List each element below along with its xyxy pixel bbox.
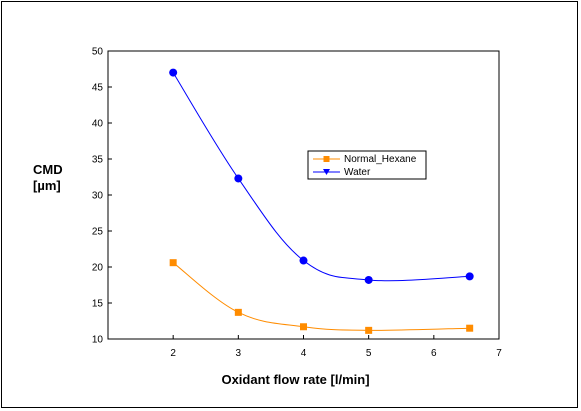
- legend-marker-water: [323, 169, 330, 175]
- x-tick-label: 6: [431, 348, 437, 359]
- series-line-water: [172, 72, 470, 282]
- plot-area: [107, 50, 500, 340]
- y-tick-label: 20: [92, 263, 104, 274]
- legend-label-water: Water: [344, 167, 371, 178]
- series-markers: [169, 68, 474, 334]
- x-tick-label: 3: [236, 348, 242, 359]
- data-point-square: [234, 308, 242, 316]
- y-tick-label: 30: [92, 191, 104, 202]
- data-point-square: [300, 323, 307, 331]
- y-tick-label: 10: [92, 335, 104, 346]
- x-axis-title: Oxidant flow rate [l/min]: [221, 372, 369, 387]
- data-point-circle: [169, 68, 178, 77]
- y-tick-label: 50: [92, 47, 104, 58]
- data-point-circle: [234, 174, 243, 183]
- data-point-circle: [465, 272, 474, 281]
- data-point-circle: [364, 275, 373, 284]
- legend-box: [307, 150, 427, 180]
- y-tick-label: 40: [92, 119, 104, 130]
- y-tick-label: 25: [92, 227, 104, 238]
- data-point-circle: [299, 256, 308, 265]
- series-line-normal-hexane: [172, 262, 470, 331]
- y-axis-title-line-2: [µm]: [33, 178, 61, 193]
- y-axis-title-line-1: CMD: [33, 162, 63, 177]
- y-tick-label: 35: [92, 155, 104, 166]
- y-tick-label: 15: [92, 299, 104, 310]
- x-tick-label: 2: [170, 348, 176, 359]
- series-lines: [172, 72, 470, 331]
- x-tick-label: 7: [496, 348, 502, 359]
- legend-marker-normal-hexane: [323, 156, 330, 162]
- data-point-square: [169, 259, 177, 267]
- data-point-square: [365, 326, 373, 334]
- data-point-square: [466, 324, 474, 332]
- legend: Normal_Hexane Water: [307, 150, 427, 180]
- legend-label-normal-hexane: Normal_Hexane: [344, 154, 417, 165]
- x-tick-label: 5: [366, 348, 372, 359]
- x-tick-label: 4: [301, 348, 307, 359]
- y-tick-label: 45: [92, 83, 104, 94]
